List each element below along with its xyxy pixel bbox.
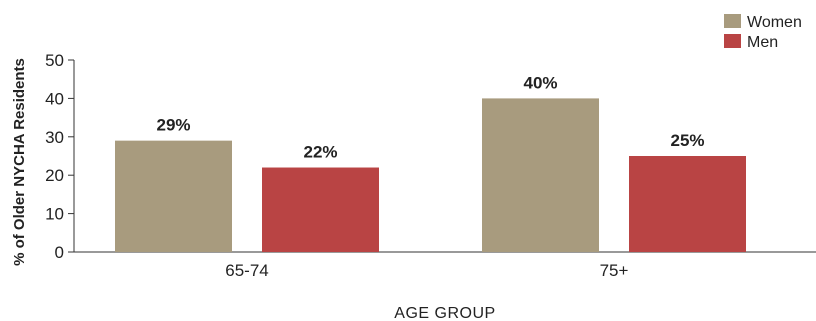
bar-men-1	[262, 167, 379, 252]
y-tick-label: 0	[55, 243, 64, 262]
x-axis-categories: 65-74 75+	[225, 261, 628, 280]
data-label-women-2: 40%	[523, 73, 557, 92]
y-tick-label: 50	[45, 51, 64, 70]
y-tick-label: 20	[45, 166, 64, 185]
legend: Women Men	[724, 14, 802, 51]
y-axis-ticks: 0 10 20 30 40 50	[45, 51, 74, 262]
legend-label-men: Men	[747, 34, 778, 51]
legend-swatch-women	[724, 14, 741, 28]
x-category-label: 75+	[600, 261, 629, 280]
bars-group	[115, 98, 746, 253]
y-tick-label: 40	[45, 89, 64, 108]
data-label-women-1: 29%	[156, 116, 190, 135]
data-labels-group: 29% 22% 40% 25%	[156, 73, 704, 161]
x-category-label: 65-74	[225, 261, 268, 280]
x-axis-title: AGE GROUP	[394, 305, 495, 321]
y-axis-title: % of Older NYCHA Residents	[11, 58, 28, 266]
data-label-men-2: 25%	[670, 131, 704, 150]
legend-swatch-men	[724, 34, 741, 48]
y-tick-label: 10	[45, 205, 64, 224]
bar-women-1	[115, 140, 232, 252]
bar-men-2	[629, 156, 746, 252]
data-label-men-1: 22%	[303, 143, 337, 162]
legend-label-women: Women	[747, 14, 802, 31]
y-tick-label: 30	[45, 128, 64, 147]
bar-women-2	[482, 98, 599, 253]
